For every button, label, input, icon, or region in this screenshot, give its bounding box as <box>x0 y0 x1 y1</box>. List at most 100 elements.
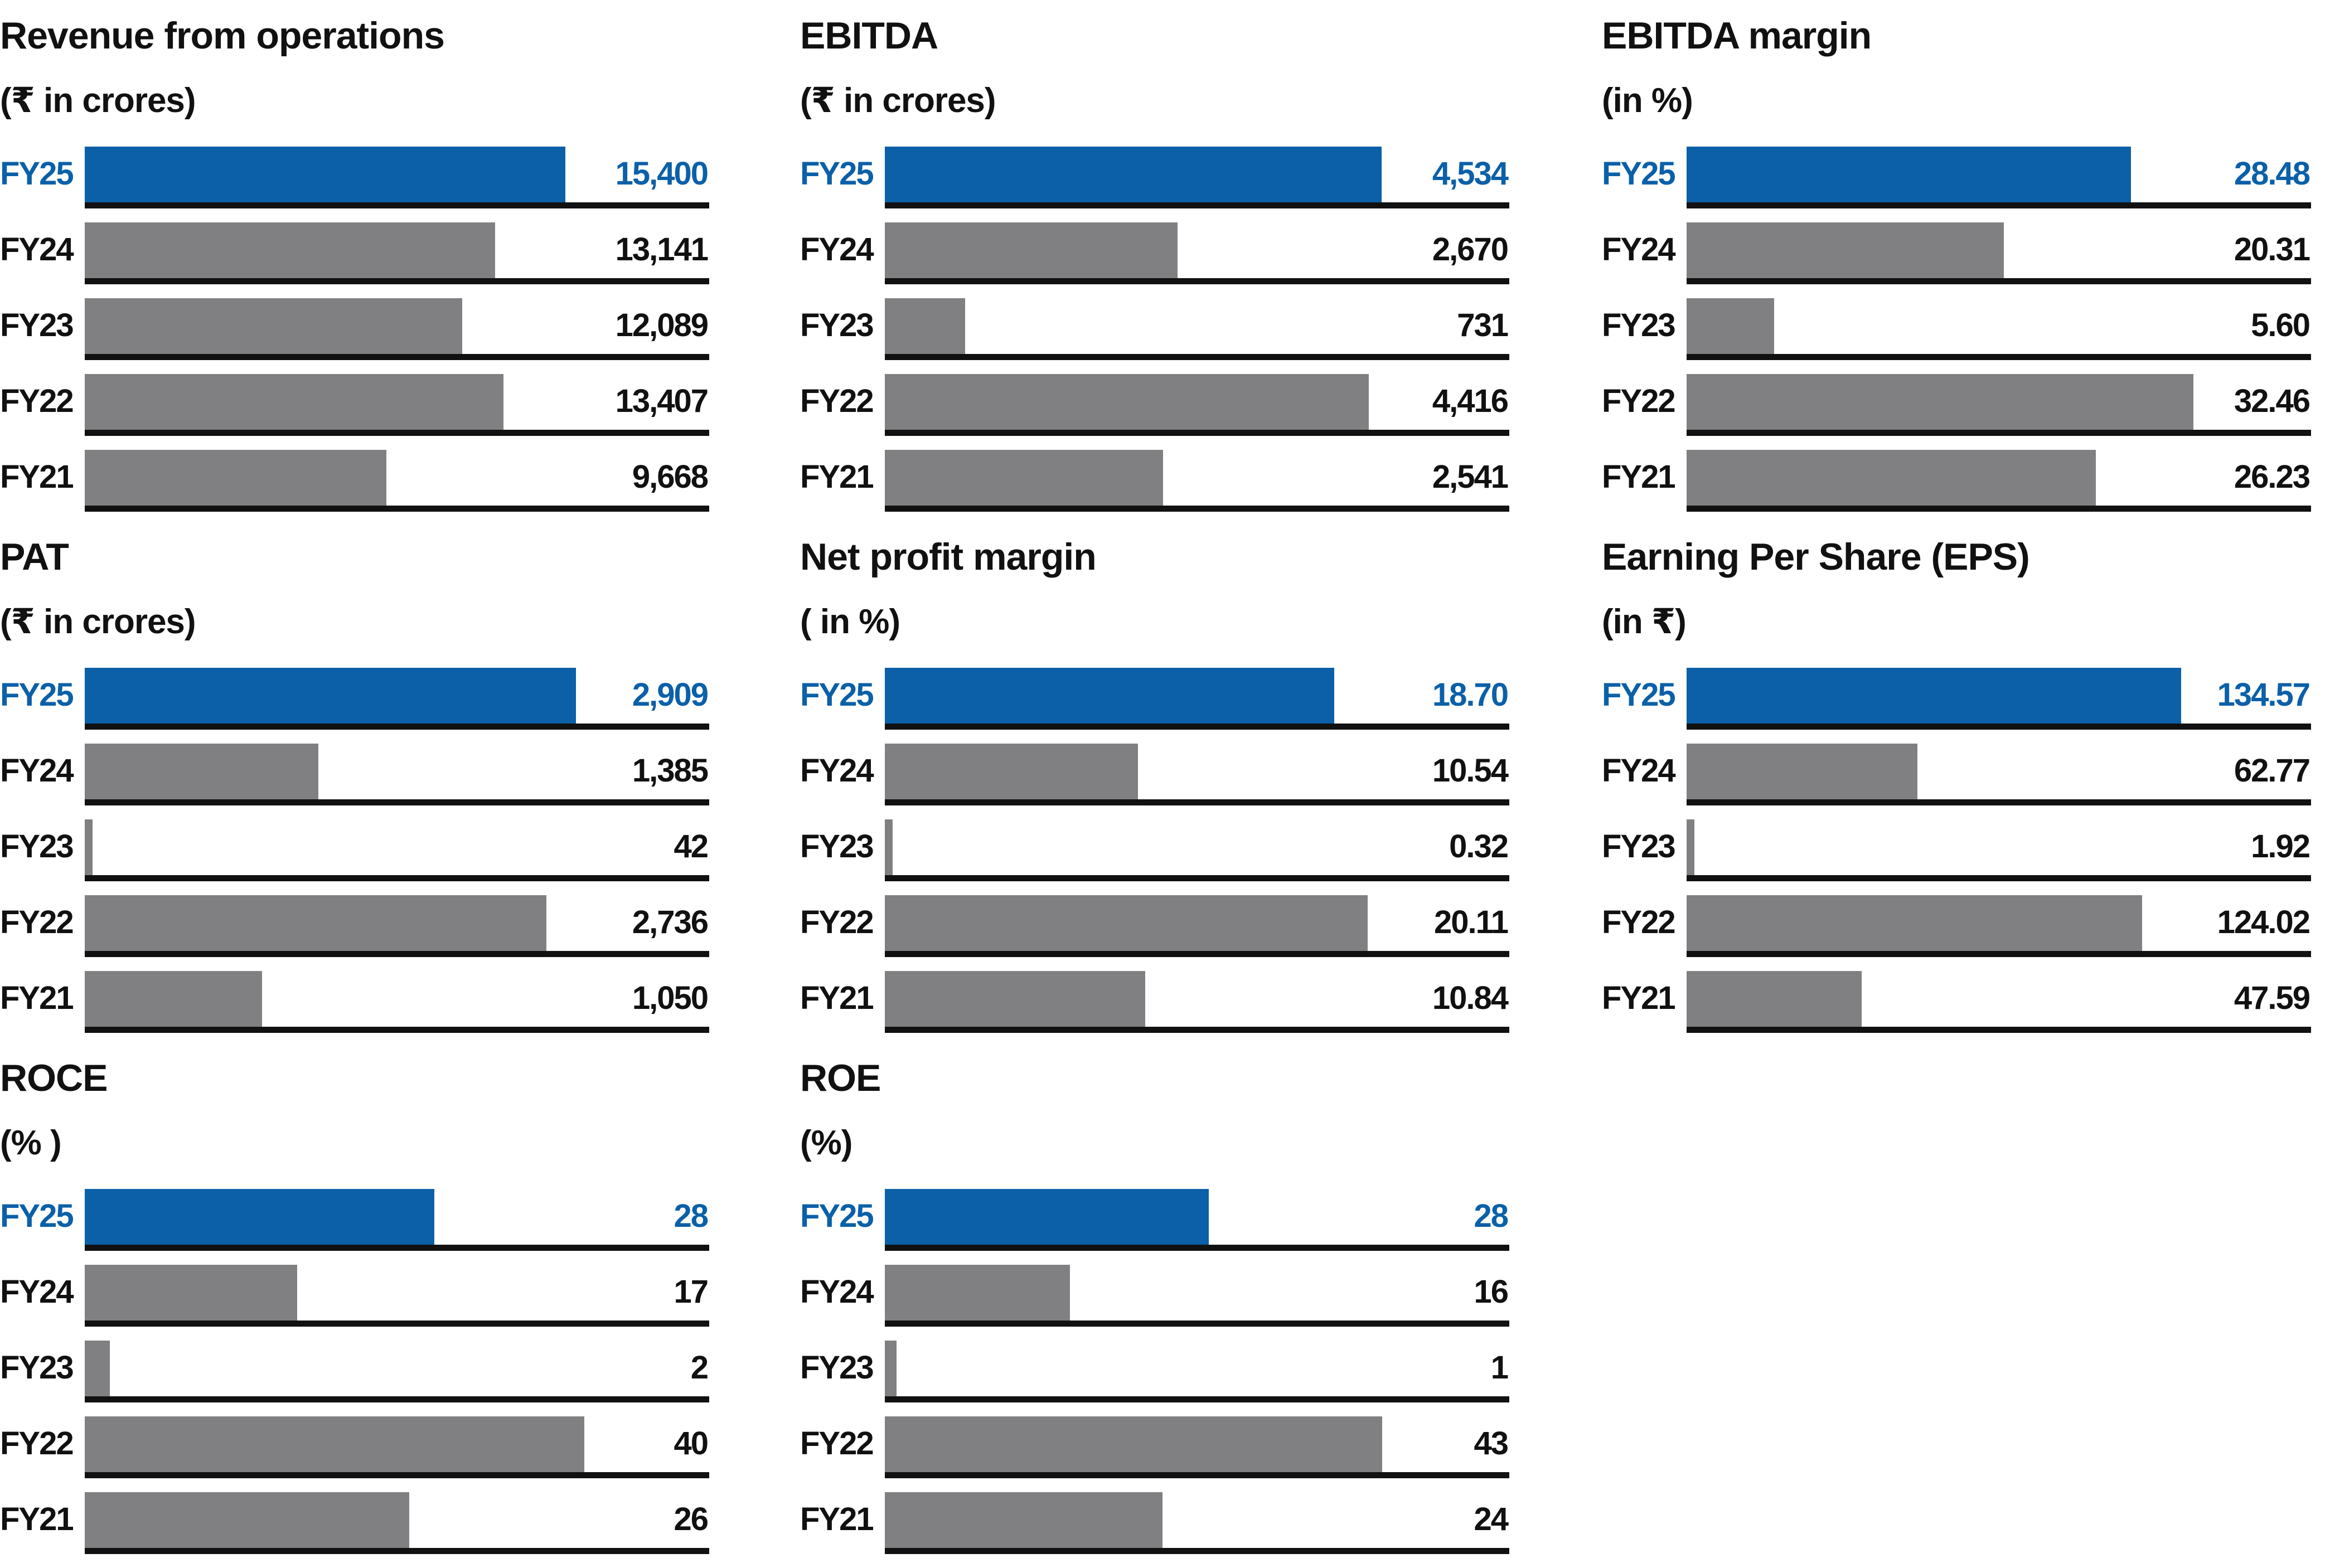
bar-row-fy23: FY23 2 <box>0 1341 711 1416</box>
bar-track: 9,668 <box>85 450 709 512</box>
category-label: FY24 <box>1602 231 1676 268</box>
bar-track: 47.59 <box>1687 971 2311 1033</box>
bar-track: 0.32 <box>885 819 1509 881</box>
bar-track: 32.46 <box>1687 374 2311 436</box>
bar-track: 2,670 <box>885 222 1509 284</box>
bar-track: 124.02 <box>1687 895 2311 957</box>
category-label: FY25 <box>1602 156 1676 192</box>
value-label: 4,416 <box>1432 383 1509 419</box>
value-label: 9,668 <box>632 459 709 495</box>
value-label: 26.23 <box>2234 459 2310 495</box>
bar-track: 40 <box>85 1416 709 1478</box>
value-label: 1 <box>1490 1349 1509 1386</box>
value-label: 2,909 <box>632 677 709 713</box>
ebitda-margin-panel: EBITDA margin (in %) FY25 28.48 FY24 20.31 F… <box>1602 0 2313 513</box>
bar-row-fy22: FY22 20.11 <box>800 895 1511 971</box>
bar-rows: FY25 18.70 FY24 10.54 FY23 0.32 FY22 20.11 FY21 1… <box>800 668 1511 1047</box>
bar-fy24 <box>85 222 495 278</box>
category-label: FY23 <box>1602 828 1676 865</box>
category-label: FY21 <box>800 1501 874 1537</box>
panel-title: Earning Per Share (EPS) <box>1602 536 2030 578</box>
bar-row-fy25: FY25 28.48 <box>1602 147 2313 222</box>
bar-row-fy23: FY23 1 <box>800 1341 1511 1416</box>
bar-track: 20.11 <box>885 895 1509 957</box>
panel-title: Net profit margin <box>800 536 1097 578</box>
bar-fy24 <box>885 1265 1070 1321</box>
value-label: 10.54 <box>1432 753 1509 789</box>
value-label: 1,385 <box>632 753 709 789</box>
category-label: FY21 <box>1602 459 1676 495</box>
bar-fy21 <box>85 1492 409 1548</box>
bar-fy25 <box>1687 147 2131 202</box>
net-profit-margin-panel: Net profit margin ( in %) FY25 18.70 FY24 1… <box>800 521 1511 1034</box>
bar-fy22 <box>885 895 1368 951</box>
bar-fy23 <box>1687 819 1694 875</box>
bar-rows: FY25 28 FY24 16 FY23 1 FY22 43 FY21 24 <box>800 1189 1511 1568</box>
category-label: FY22 <box>0 904 74 940</box>
panel-unit: ( in %) <box>800 603 900 641</box>
bar-fy24 <box>85 1265 297 1321</box>
panel-unit: (% ) <box>0 1124 62 1162</box>
bar-track: 13,141 <box>85 222 709 284</box>
bar-track: 134.57 <box>1687 668 2311 730</box>
bar-track: 4,416 <box>885 374 1509 436</box>
value-label: 0.32 <box>1449 828 1509 865</box>
bar-row-fy23: FY23 12,089 <box>0 298 711 374</box>
bar-row-fy24: FY24 13,141 <box>0 222 711 298</box>
bar-track: 1.92 <box>1687 819 2311 881</box>
value-label: 40 <box>674 1425 708 1462</box>
category-label: FY21 <box>1602 980 1676 1016</box>
bar-fy24 <box>85 744 318 799</box>
bar-fy22 <box>85 1416 584 1472</box>
category-label: FY22 <box>0 1425 74 1462</box>
value-label: 13,407 <box>615 383 709 419</box>
bar-track: 18.70 <box>885 668 1509 730</box>
bar-track: 28 <box>885 1189 1509 1251</box>
bar-track: 2 <box>85 1341 709 1402</box>
bar-row-fy21: FY21 9,668 <box>0 450 711 526</box>
category-label: FY22 <box>800 904 874 940</box>
value-label: 28.48 <box>2234 156 2310 192</box>
bar-row-fy25: FY25 2,909 <box>0 668 711 744</box>
value-label: 1,050 <box>632 980 709 1016</box>
value-label: 17 <box>674 1274 708 1310</box>
bar-fy22 <box>85 374 503 430</box>
category-label: FY21 <box>0 459 74 495</box>
bar-row-fy21: FY21 47.59 <box>1602 971 2313 1047</box>
bar-fy21 <box>85 450 386 506</box>
bar-row-fy21: FY21 1,050 <box>0 971 711 1047</box>
panel-title: ROE <box>800 1057 881 1099</box>
bar-track: 20.31 <box>1687 222 2311 284</box>
bar-row-fy24: FY24 10.54 <box>800 744 1511 819</box>
bar-track: 28 <box>85 1189 709 1251</box>
bar-row-fy22: FY22 13,407 <box>0 374 711 450</box>
bar-track: 42 <box>85 819 709 881</box>
bar-track: 15,400 <box>85 147 709 208</box>
bar-track: 2,541 <box>885 450 1509 512</box>
bar-track: 2,736 <box>85 895 709 957</box>
ebitda-panel: EBITDA (₹ in crores) FY25 4,534 FY24 2,670 F… <box>800 0 1511 513</box>
bar-row-fy25: FY25 4,534 <box>800 147 1511 222</box>
bar-fy21 <box>85 971 262 1027</box>
roce-panel: ROCE (% ) FY25 28 FY24 17 FY23 2 FY22 40 FY21 26 <box>0 1042 711 1555</box>
bar-row-fy22: FY22 32.46 <box>1602 374 2313 450</box>
bar-track: 26 <box>85 1492 709 1554</box>
category-label: FY24 <box>800 231 874 268</box>
bar-fy21 <box>885 450 1163 506</box>
value-label: 20.31 <box>2234 231 2310 268</box>
bar-fy22 <box>1687 374 2193 430</box>
panel-unit: (in %) <box>1602 81 1693 120</box>
value-label: 26 <box>674 1501 708 1537</box>
bar-row-fy21: FY21 26 <box>0 1492 711 1568</box>
value-label: 2 <box>690 1349 709 1386</box>
bar-fy25 <box>1687 668 2181 724</box>
panel-title: ROCE <box>0 1057 108 1099</box>
bar-row-fy23: FY23 731 <box>800 298 1511 374</box>
category-label: FY22 <box>1602 904 1676 940</box>
bar-rows: FY25 134.57 FY24 62.77 FY23 1.92 FY22 124.02 FY2… <box>1602 668 2313 1047</box>
value-label: 24 <box>1474 1501 1508 1537</box>
category-label: FY22 <box>800 383 874 419</box>
value-label: 18.70 <box>1432 677 1509 713</box>
bar-rows: FY25 28 FY24 17 FY23 2 FY22 40 FY21 26 <box>0 1189 711 1568</box>
panel-unit: (in ₹) <box>1602 603 1687 641</box>
